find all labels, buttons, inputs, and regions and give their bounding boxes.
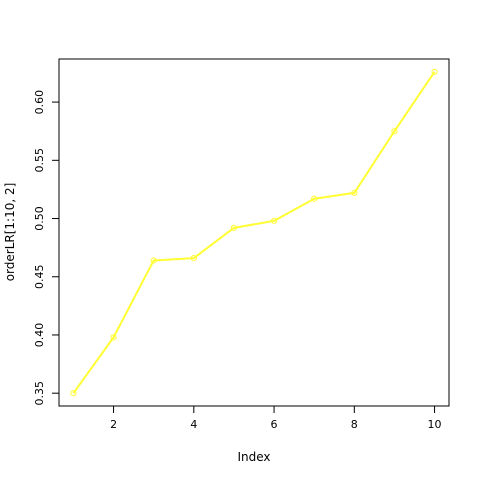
y-tick-label: 0.50 <box>33 206 46 231</box>
x-tick-label: 10 <box>428 418 442 431</box>
data-point <box>311 195 318 202</box>
plot-frame <box>58 58 450 407</box>
y-tick-label: 0.55 <box>33 148 46 173</box>
data-point <box>391 128 398 135</box>
y-tick-label: 0.35 <box>33 381 46 406</box>
y-axis-title: orderLR[1:10, 2] <box>3 183 17 282</box>
x-tick-label: 2 <box>110 418 117 431</box>
data-point <box>190 255 197 262</box>
y-tick-label: 0.40 <box>33 323 46 348</box>
y-tick-label: 0.45 <box>33 264 46 289</box>
y-axis: 0.35 0.40 0.45 0.50 0.55 0.60 <box>33 90 60 406</box>
data-point <box>150 257 157 264</box>
x-axis-title: Index <box>237 450 270 464</box>
x-tick-label: 4 <box>190 418 197 431</box>
y-tick-label: 0.60 <box>33 90 46 115</box>
data-point <box>431 68 438 75</box>
series-line <box>72 71 436 394</box>
data-point <box>110 334 117 341</box>
data-point <box>270 217 278 224</box>
x-tick-label: 6 <box>271 418 278 431</box>
series-layer <box>70 68 438 397</box>
data-point <box>351 189 358 197</box>
x-tick-label: 8 <box>351 418 358 431</box>
data-point <box>230 224 238 231</box>
data-point <box>70 390 77 397</box>
x-axis: 2 4 6 8 10 <box>110 405 442 431</box>
